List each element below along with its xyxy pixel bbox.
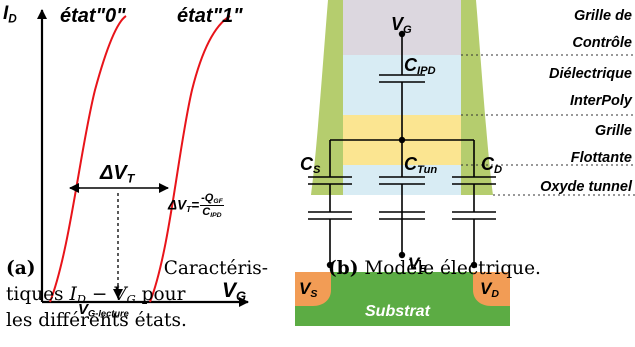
substrat-label: Substrat [365, 303, 430, 320]
y-axis-label: ID [3, 3, 17, 26]
floating-node [398, 136, 406, 144]
state-0-label: état"0" [60, 5, 126, 27]
vb-node [398, 251, 406, 259]
label-controle: Contrôle [572, 35, 632, 51]
left-spacer [311, 0, 343, 195]
caption-a: (a) Caractéris- tiques ID − VG pour les d… [6, 258, 268, 331]
cipd-label: CIPD [404, 55, 436, 78]
source-region [295, 272, 331, 306]
x-axis-label: VG [222, 279, 247, 304]
state-1-label: état"1" [177, 5, 243, 27]
read-voltage-label: VG-lecture [78, 301, 129, 319]
id-vg-plot [37, 9, 249, 307]
curve-etat-1 [149, 15, 231, 303]
vd-label: VD [480, 279, 499, 300]
curve-etat-0 [49, 15, 127, 303]
electrical-model-diagram [295, 0, 635, 326]
vs-node [326, 261, 334, 269]
delta-vt-label: ΔVT [100, 162, 135, 186]
ctun-label: CTun [404, 154, 438, 177]
label-grille-de: Grille de [573, 8, 632, 24]
label-dielectrique: Diélectrique [549, 66, 632, 82]
label-oxyde-tunnel: Oxyde tunnel [540, 179, 632, 195]
label-flottante: Flottante [570, 150, 632, 166]
drain-region [473, 272, 510, 306]
label-interpoly: InterPoly [569, 93, 632, 109]
right-spacer [461, 0, 493, 195]
vg-label: VG [391, 14, 412, 37]
cs-label: CS [300, 154, 321, 177]
vg-node [398, 30, 406, 38]
label-grille: Grille [594, 123, 632, 139]
vs-label: VS [299, 279, 318, 300]
vd-node [470, 261, 478, 269]
vb-label: VB [408, 254, 427, 275]
caption-b: (b) Modèle électrique. [328, 258, 541, 279]
delta-vt-formula: ΔVT= -QGF CIPD [168, 192, 224, 220]
cd-label: CD [481, 154, 503, 177]
